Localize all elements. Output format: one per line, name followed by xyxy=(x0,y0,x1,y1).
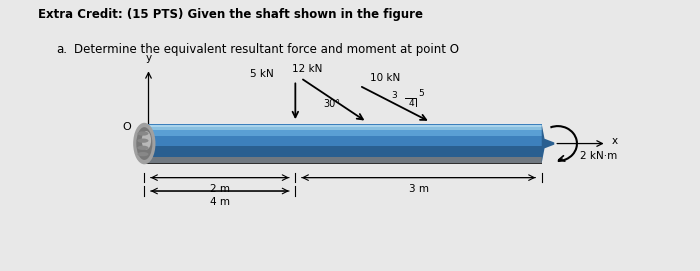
Text: 3 m: 3 m xyxy=(409,183,428,193)
Text: x: x xyxy=(612,136,618,146)
Bar xyxy=(144,124,542,163)
Text: 5 kN: 5 kN xyxy=(250,69,274,79)
Text: 30°: 30° xyxy=(323,99,340,109)
Circle shape xyxy=(137,146,148,150)
Text: O: O xyxy=(122,122,132,133)
Bar xyxy=(144,157,542,163)
Text: 3: 3 xyxy=(391,91,397,100)
Text: y: y xyxy=(146,53,152,63)
Text: 2 m: 2 m xyxy=(210,183,230,193)
Bar xyxy=(144,125,542,127)
Bar xyxy=(144,126,542,130)
Text: 5: 5 xyxy=(418,89,424,98)
Circle shape xyxy=(137,138,148,143)
Text: Extra Credit: (15 PTS) Given the shaft shown in the figure: Extra Credit: (15 PTS) Given the shaft s… xyxy=(38,8,423,21)
Bar xyxy=(144,163,542,164)
Bar xyxy=(144,128,542,136)
Text: Determine the equivalent resultant force and moment at point O: Determine the equivalent resultant force… xyxy=(74,43,459,56)
Bar xyxy=(144,124,542,146)
Circle shape xyxy=(137,131,148,136)
Ellipse shape xyxy=(133,123,155,164)
Text: a.: a. xyxy=(56,43,67,56)
Text: 4 m: 4 m xyxy=(210,197,230,207)
Text: 4: 4 xyxy=(409,99,414,108)
Text: 10 kN: 10 kN xyxy=(370,73,400,83)
Text: 12 kN: 12 kN xyxy=(293,64,323,74)
Text: 2 kN·m: 2 kN·m xyxy=(580,151,617,161)
Polygon shape xyxy=(542,124,554,163)
Circle shape xyxy=(137,152,148,156)
Ellipse shape xyxy=(136,127,153,160)
Ellipse shape xyxy=(141,131,151,150)
